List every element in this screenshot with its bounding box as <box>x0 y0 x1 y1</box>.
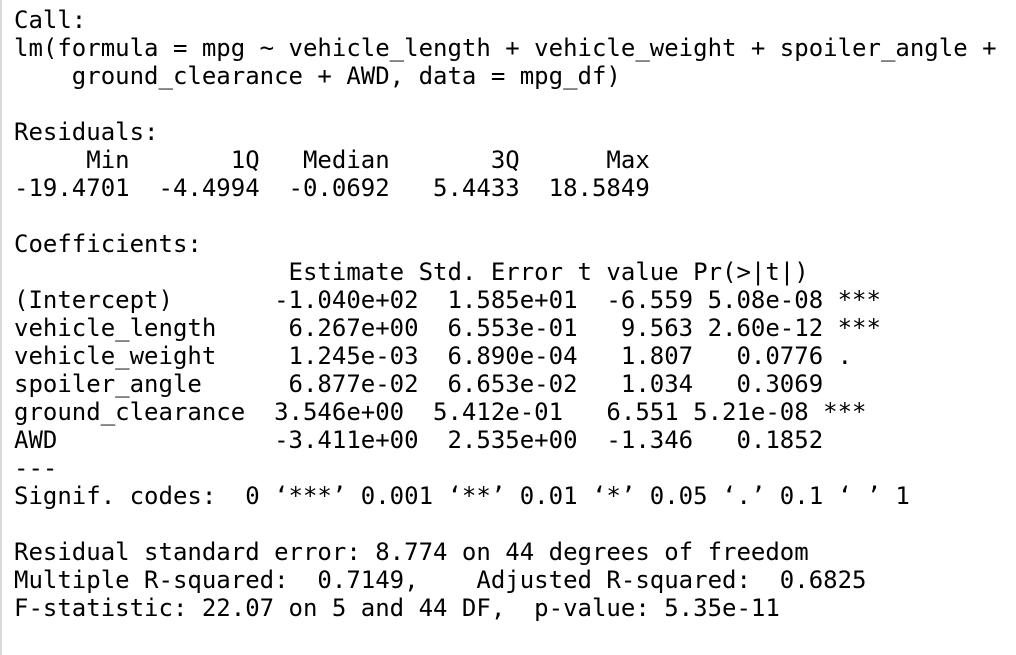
blank-line <box>14 510 1016 538</box>
call-label: Call: <box>14 6 87 34</box>
residuals-header: Min 1Q Median 3Q Max <box>14 146 665 174</box>
coef-row-vehicle-weight: vehicle_weight 1.245e-03 6.890e-04 1.807… <box>14 342 881 370</box>
coef-row-awd: AWD -3.411e+00 2.535e+00 -1.346 0.1852 <box>14 426 881 454</box>
signif-codes: Signif. codes: 0 ‘***’ 0.001 ‘**’ 0.01 ‘… <box>14 482 910 510</box>
coef-row-spoiler-angle: spoiler_angle 6.877e-02 6.653e-02 1.034 … <box>14 370 881 398</box>
coef-row-vehicle-length: vehicle_length 6.267e+00 6.553e-01 9.563… <box>14 314 881 342</box>
formula-line-1: lm(formula = mpg ~ vehicle_length + vehi… <box>14 34 997 62</box>
r-squared-line: Multiple R-squared: 0.7149, Adjusted R-s… <box>14 566 881 594</box>
residuals-label: Residuals: <box>14 118 159 146</box>
coef-row-ground-clearance: ground_clearance 3.546e+00 5.412e-01 6.5… <box>14 398 867 426</box>
separator-line: --- <box>14 454 58 482</box>
coefficients-label: Coefficients: <box>14 230 202 258</box>
residual-standard-error: Residual standard error: 8.774 on 44 deg… <box>14 538 809 566</box>
f-statistic-line: F-statistic: 22.07 on 5 and 44 DF, p-val… <box>14 594 780 622</box>
coefficients-header: Estimate Std. Error t value Pr(>|t|) <box>14 258 867 286</box>
coef-row-intercept: (Intercept) -1.040e+02 1.585e+01 -6.559 … <box>14 286 881 314</box>
blank-line <box>14 202 1016 230</box>
formula-line-2: ground_clearance + AWD, data = mpg_df) <box>14 62 621 90</box>
blank-line <box>14 90 1016 118</box>
residuals-values: -19.4701 -4.4994 -0.0692 5.4433 18.5849 <box>14 174 665 202</box>
